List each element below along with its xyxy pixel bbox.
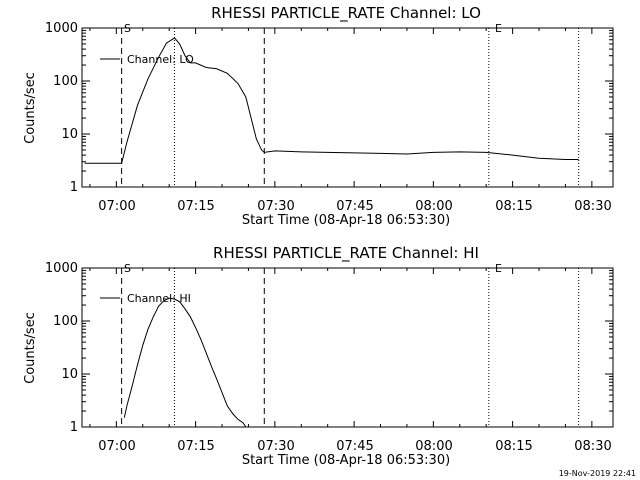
y-axis-title: Counts/sec [23, 72, 38, 144]
x-axis-title: Start Time (08-Apr-18 06:53:30) [242, 453, 450, 468]
start-marker-label: S [124, 262, 131, 275]
x-tick-label: 07:45 [336, 199, 373, 214]
plot-frame [81, 27, 614, 188]
y-tick-label: 1 [70, 420, 78, 435]
start-marker-label: S [124, 22, 131, 35]
x-tick-label: 07:00 [98, 199, 135, 214]
tick-marks [82, 267, 613, 428]
legend: Channel: HI [100, 292, 191, 305]
x-tick-label: 08:30 [574, 199, 611, 214]
x-tick-label: 07:15 [177, 439, 214, 454]
x-tick-label: 08:15 [495, 439, 532, 454]
chart-title: RHESSI PARTICLE_RATE Channel: HI [213, 244, 479, 263]
x-tick-labels: 07:00 07:15 07:30 07:45 08:00 08:15 08:3… [98, 199, 611, 214]
y-tick-label: 100 [53, 314, 78, 329]
x-tick-label: 07:00 [98, 439, 135, 454]
x-tick-label: 07:45 [336, 439, 373, 454]
chart-title: RHESSI PARTICLE_RATE Channel: LO [211, 4, 481, 23]
end-marker-label: E [495, 262, 502, 275]
legend-label-hi: Channel: HI [127, 292, 191, 305]
legend: Channel: LO [100, 53, 194, 66]
y-tick-label: 10 [61, 367, 78, 382]
end-marker-label: E [495, 22, 502, 35]
y-tick-labels: 1 10 100 1000 [45, 261, 78, 435]
y-tick-label: 1000 [45, 21, 78, 36]
time-markers [121, 28, 580, 187]
data-series [84, 37, 579, 164]
tick-marks [82, 27, 613, 188]
x-tick-label: 07:30 [257, 199, 294, 214]
series-line [123, 297, 247, 428]
y-tick-label: 1000 [45, 261, 78, 276]
generation-timestamp: 19-Nov-2019 22:41 [559, 469, 636, 478]
x-tick-labels: 07:00 07:15 07:30 07:45 08:00 08:15 08:3… [98, 439, 611, 454]
x-axis-title: Start Time (08-Apr-18 06:53:30) [242, 213, 450, 228]
x-tick-label: 08:00 [415, 199, 452, 214]
y-tick-label: 100 [53, 74, 78, 89]
chart-panel-lo: RHESSI PARTICLE_RATE Channel: LO S E Cha… [23, 4, 614, 228]
legend-label-lo: Channel: LO [127, 53, 194, 66]
x-tick-label: 08:15 [495, 199, 532, 214]
data-series [123, 297, 247, 428]
series-line [84, 37, 579, 164]
y-axis-title: Counts/sec [23, 312, 38, 384]
x-tick-label: 07:30 [257, 439, 294, 454]
x-tick-label: 07:15 [177, 199, 214, 214]
time-markers [121, 268, 580, 427]
x-tick-label: 08:30 [574, 439, 611, 454]
x-tick-label: 08:00 [415, 439, 452, 454]
y-tick-label: 1 [70, 180, 78, 195]
y-tick-labels: 1 10 100 1000 [45, 21, 78, 195]
plot-frame [81, 267, 614, 428]
chart-panel-hi: RHESSI PARTICLE_RATE Channel: HI S E Cha… [23, 244, 614, 468]
y-tick-label: 10 [61, 127, 78, 142]
